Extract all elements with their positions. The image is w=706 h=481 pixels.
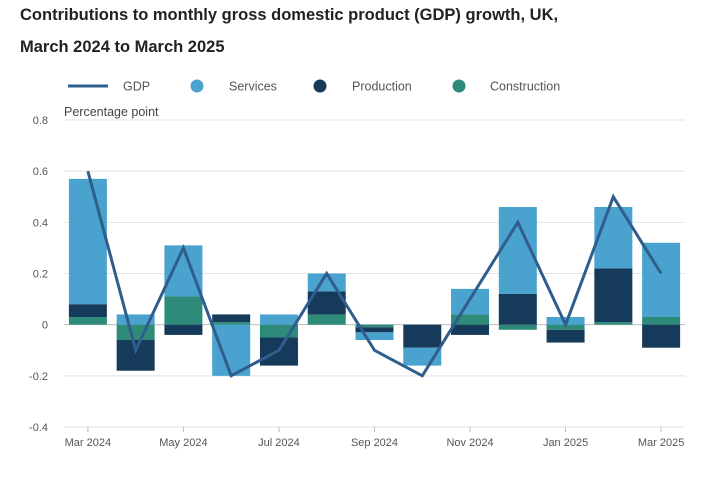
y-tick-label: -0.4 bbox=[29, 422, 48, 434]
y-tick-label: 0.8 bbox=[33, 115, 48, 127]
bar-production-7 bbox=[403, 324, 442, 348]
bar-production-11 bbox=[594, 268, 633, 323]
gridlines bbox=[64, 119, 685, 428]
bar-services-4 bbox=[259, 314, 298, 325]
bar-production-12 bbox=[642, 324, 681, 348]
x-tick-label: Sep 2024 bbox=[351, 437, 398, 449]
legend-services-label: Services bbox=[229, 80, 277, 94]
bar-construction-5 bbox=[307, 314, 346, 325]
x-tick-label: Nov 2024 bbox=[446, 437, 493, 449]
bar-services-2 bbox=[164, 245, 203, 297]
y-tick-label: -0.2 bbox=[29, 371, 48, 383]
legend-construction-label: Construction bbox=[490, 80, 560, 94]
chart-title-line-2: March 2024 to March 2025 bbox=[20, 38, 225, 56]
legend-gdp-label: GDP bbox=[123, 80, 150, 94]
x-tick-label: Jul 2024 bbox=[258, 437, 300, 449]
legend-production-label: Production bbox=[352, 80, 412, 94]
bar-construction-11 bbox=[594, 322, 633, 325]
bar-construction-3 bbox=[212, 322, 251, 325]
bar-production-8 bbox=[451, 324, 490, 335]
bar-construction-1 bbox=[116, 324, 155, 341]
y-tick-label: 0.4 bbox=[33, 217, 48, 229]
x-tick-label: Jan 2025 bbox=[543, 437, 588, 449]
bar-services-1 bbox=[116, 314, 155, 325]
y-tick-label: 0 bbox=[42, 320, 48, 332]
y-tick-label: 0.2 bbox=[33, 269, 48, 281]
bar-construction-9 bbox=[498, 324, 537, 330]
bar-production-3 bbox=[212, 314, 251, 323]
bar-construction-12 bbox=[642, 316, 681, 325]
gdp-line-group bbox=[86, 170, 663, 378]
y-tick-label: 0.6 bbox=[33, 166, 48, 178]
x-tick-label: Mar 2024 bbox=[65, 437, 111, 449]
bar-construction-6 bbox=[355, 324, 394, 328]
x-tick-label: May 2024 bbox=[159, 437, 207, 449]
chart-title-line-1: Contributions to monthly gross domestic … bbox=[20, 6, 559, 24]
legend-services-swatch bbox=[190, 79, 204, 93]
legend: GDP Services Production Construction bbox=[68, 79, 560, 94]
bar-services-0 bbox=[68, 178, 107, 305]
bar-production-5 bbox=[307, 291, 346, 315]
bar-construction-2 bbox=[164, 296, 203, 325]
bar-production-6 bbox=[355, 327, 394, 333]
x-axis: Mar 2024 May 2024 Jul 2024 Sep 2024 Nov 2024… bbox=[65, 427, 684, 449]
y-axis-label: Percentage point bbox=[64, 105, 159, 119]
legend-construction-swatch bbox=[452, 79, 466, 93]
bar-services-3 bbox=[212, 324, 251, 376]
gdp-line bbox=[86, 170, 663, 378]
bar-production-9 bbox=[498, 293, 537, 325]
bar-production-10 bbox=[546, 329, 585, 343]
x-tick-label: Mar 2025 bbox=[638, 437, 684, 449]
legend-production-swatch bbox=[313, 79, 327, 93]
bar-construction-8 bbox=[451, 314, 490, 325]
y-axis-ticks: 0.8 0.6 0.4 0.2 0 -0.2 -0.4 bbox=[29, 115, 48, 434]
bar-services-6 bbox=[355, 332, 394, 341]
bar-construction-0 bbox=[68, 316, 107, 325]
bar-production-0 bbox=[68, 304, 107, 317]
bar-production-2 bbox=[164, 324, 203, 335]
bars bbox=[68, 178, 681, 376]
